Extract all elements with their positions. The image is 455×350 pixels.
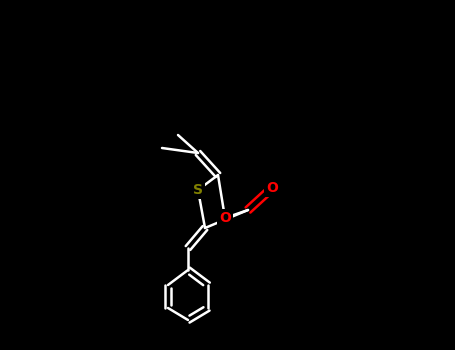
Text: O: O [219,211,231,225]
Text: S: S [193,183,203,197]
Text: O: O [266,181,278,195]
